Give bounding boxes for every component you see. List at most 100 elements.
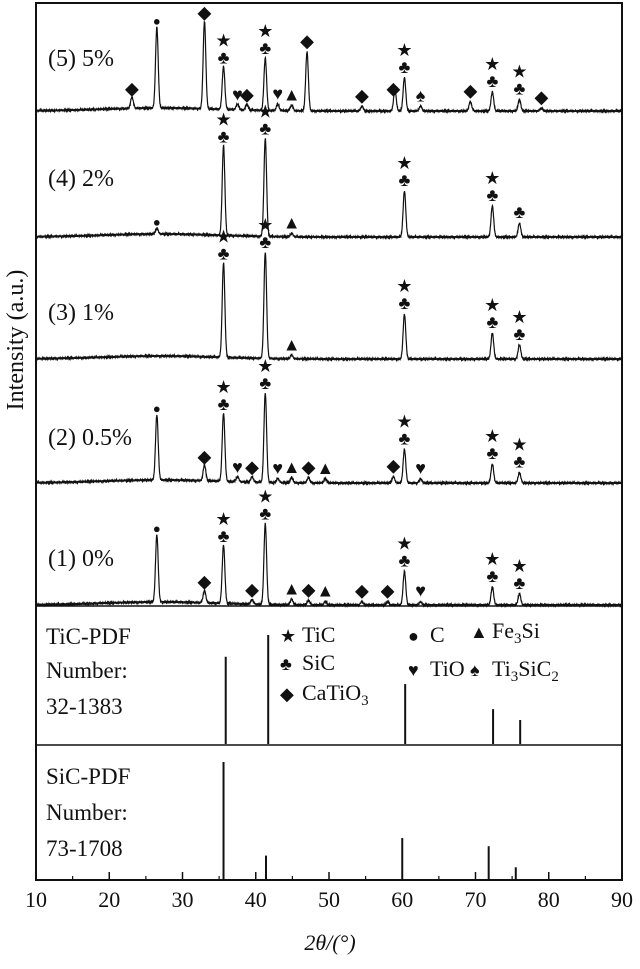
x-tick-label: 70 xyxy=(465,887,487,912)
legend-circle-icon: ● xyxy=(408,626,419,646)
series-label-3: (2) 0.5% xyxy=(48,425,132,451)
series-label-0: (5) 5% xyxy=(48,46,114,72)
marker-club: ♣ xyxy=(218,394,230,414)
marker-star: ★ xyxy=(215,377,231,397)
reference-patterns: TiC-PDF Number: 32-1383 SiC-PDF Number: 73-17… xyxy=(46,624,522,879)
marker-club: ♣ xyxy=(218,126,230,146)
marker-star: ★ xyxy=(396,533,412,553)
ref-label: Number: xyxy=(46,800,128,825)
marker-star: ★ xyxy=(257,21,273,41)
marker-circle: ● xyxy=(153,214,161,229)
legend-label: TiO xyxy=(430,656,465,681)
legend-label: SiC xyxy=(302,650,335,675)
marker-triangle: ▲ xyxy=(316,581,334,601)
marker-club: ♣ xyxy=(514,452,526,472)
marker-heart: ♥ xyxy=(415,581,426,601)
marker-heart: ♥ xyxy=(415,458,426,478)
curve-3 xyxy=(35,393,623,487)
marker-club: ♣ xyxy=(399,550,411,570)
marker-star: ★ xyxy=(215,30,231,50)
marker-club: ♣ xyxy=(514,324,526,344)
x-axis-label: 2θ/(°) xyxy=(304,930,355,955)
series-label-1: (4) 2% xyxy=(48,166,114,192)
marker-club: ♣ xyxy=(486,443,498,463)
marker-triangle: ▲ xyxy=(283,334,301,354)
marker-club: ♣ xyxy=(399,57,411,77)
marker-diamond: ◆ xyxy=(198,446,212,466)
marker-club: ♣ xyxy=(259,38,271,58)
marker-star: ★ xyxy=(215,109,231,129)
marker-diamond: ◆ xyxy=(463,81,477,101)
x-tick-label: 40 xyxy=(245,887,267,912)
marker-star: ★ xyxy=(257,101,273,121)
marker-heart: ♥ xyxy=(232,457,243,477)
legend-triangle-icon: ▲ xyxy=(470,622,488,642)
marker-star: ★ xyxy=(257,215,273,235)
phase-markers: ◆● ◆♣★♥◆♣★♥ ▲◆◆ ◆♣★♠ ◆ ♣★♣★◆●♣★ ♣★▲♣★♣★♣♣★ ♣★▲♣… xyxy=(125,3,548,601)
ref-label: TiC-PDF xyxy=(46,624,131,649)
marker-club: ♣ xyxy=(259,118,271,138)
legend-diamond-icon: ◆ xyxy=(280,684,294,704)
legend-club-icon: ♣ xyxy=(280,654,292,674)
marker-club: ♣ xyxy=(514,79,526,99)
marker-star: ★ xyxy=(511,556,527,576)
curve-4 xyxy=(35,522,623,609)
curve-2 xyxy=(35,252,623,363)
legend-label: TiC xyxy=(302,622,335,647)
legend-label: CaTiO3 xyxy=(302,680,369,709)
marker-triangle: ▲ xyxy=(316,458,334,478)
marker-club: ♣ xyxy=(514,202,526,222)
marker-club: ♣ xyxy=(399,170,411,190)
marker-diamond: ◆ xyxy=(355,85,369,105)
marker-diamond: ◆ xyxy=(387,79,401,99)
marker-star: ★ xyxy=(484,168,500,188)
legend-star-icon: ★ xyxy=(280,626,296,646)
marker-diamond: ◆ xyxy=(240,84,254,104)
marker-star: ★ xyxy=(215,509,231,529)
marker-club: ♣ xyxy=(259,232,271,252)
diffraction-curves xyxy=(35,20,623,609)
marker-club: ♣ xyxy=(218,526,230,546)
ref-label: SiC-PDF xyxy=(46,764,130,789)
marker-diamond: ◆ xyxy=(245,457,259,477)
ref-label: 32-1383 xyxy=(46,694,123,719)
marker-star: ★ xyxy=(484,54,500,74)
x-tick-label: 60 xyxy=(391,887,413,912)
marker-diamond: ◆ xyxy=(245,580,259,600)
marker-star: ★ xyxy=(484,295,500,315)
x-tick-label: 90 xyxy=(611,887,633,912)
marker-star: ★ xyxy=(511,62,527,82)
marker-heart: ♥ xyxy=(272,458,283,478)
marker-diamond: ◆ xyxy=(302,457,316,477)
marker-club: ♣ xyxy=(218,244,230,264)
y-axis-label: Intensity (a.u.) xyxy=(3,270,29,411)
marker-star: ★ xyxy=(257,486,273,506)
series-label-2: (3) 1% xyxy=(48,300,114,326)
x-tick-label: 80 xyxy=(538,887,560,912)
marker-star: ★ xyxy=(484,549,500,569)
legend-spade-icon: ♠ xyxy=(470,660,480,680)
marker-club: ♣ xyxy=(486,185,498,205)
marker-star: ★ xyxy=(396,411,412,431)
marker-club: ♣ xyxy=(486,312,498,332)
marker-diamond: ◆ xyxy=(387,456,401,476)
x-tick-label: 30 xyxy=(172,887,194,912)
marker-diamond: ◆ xyxy=(198,3,212,23)
marker-club: ♣ xyxy=(514,573,526,593)
curve-0 xyxy=(35,20,623,115)
marker-circle: ● xyxy=(153,521,161,536)
marker-diamond: ◆ xyxy=(300,31,314,51)
legend-heart-icon: ♥ xyxy=(408,660,419,680)
marker-heart: ♥ xyxy=(232,84,243,104)
marker-heart: ♥ xyxy=(272,83,283,103)
marker-star: ★ xyxy=(396,40,412,60)
marker-triangle: ▲ xyxy=(283,457,301,477)
curve-1 xyxy=(35,138,623,241)
legend-label: Fe3Si xyxy=(492,618,540,647)
marker-diamond: ◆ xyxy=(355,581,369,601)
marker-club: ♣ xyxy=(218,47,230,67)
marker-star: ★ xyxy=(396,153,412,173)
x-tick-label: 50 xyxy=(318,887,340,912)
marker-club: ♣ xyxy=(399,428,411,448)
